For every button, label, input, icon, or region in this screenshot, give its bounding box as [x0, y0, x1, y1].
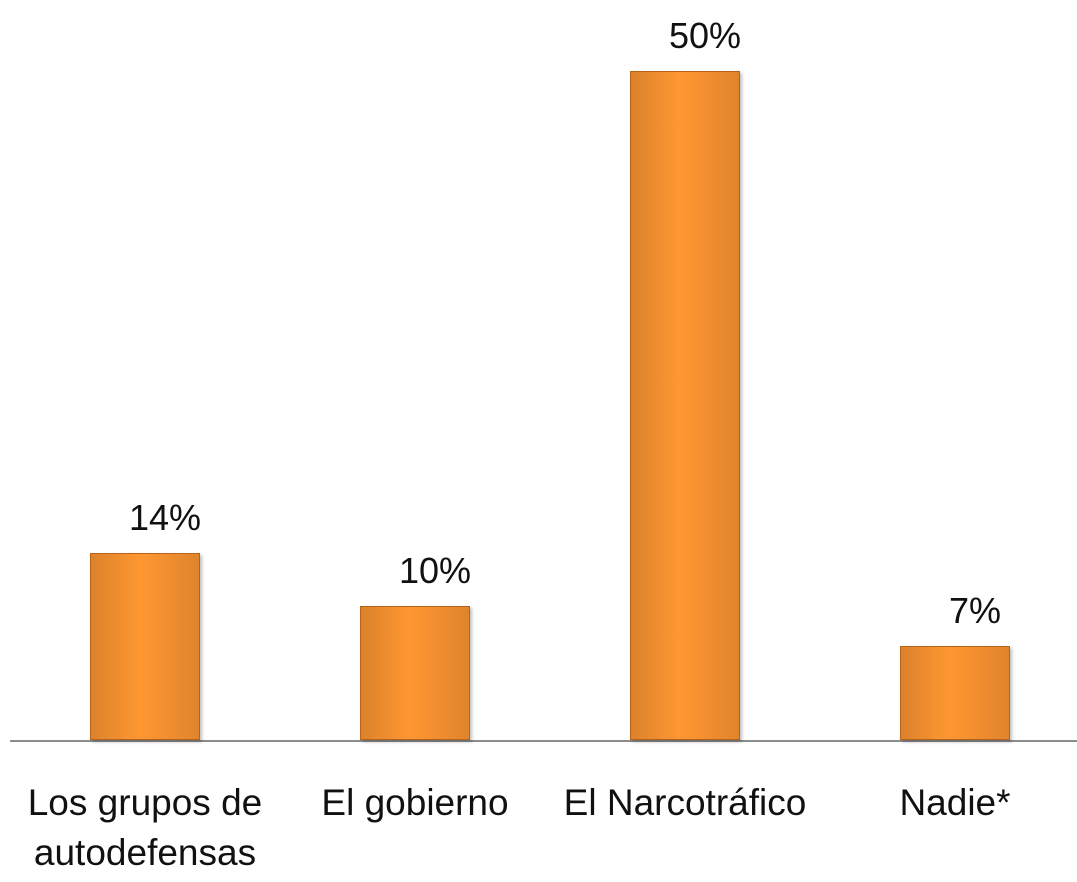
bar	[360, 606, 470, 740]
bar	[630, 71, 740, 740]
x-tick-label: El Narcotráfico	[563, 782, 807, 823]
value-label: 10%	[398, 550, 472, 592]
x-tick-label: El gobierno	[321, 782, 509, 823]
value-label: 50%	[668, 15, 742, 56]
bar	[90, 552, 200, 740]
value-label: 7%	[948, 590, 1002, 632]
x-tick-label: Los grupos de autodefensas	[27, 782, 263, 873]
value-label: 14%	[128, 496, 202, 538]
x-axis	[10, 740, 1077, 742]
x-tick-label: Nadie*	[899, 782, 1011, 823]
bar	[900, 646, 1010, 740]
